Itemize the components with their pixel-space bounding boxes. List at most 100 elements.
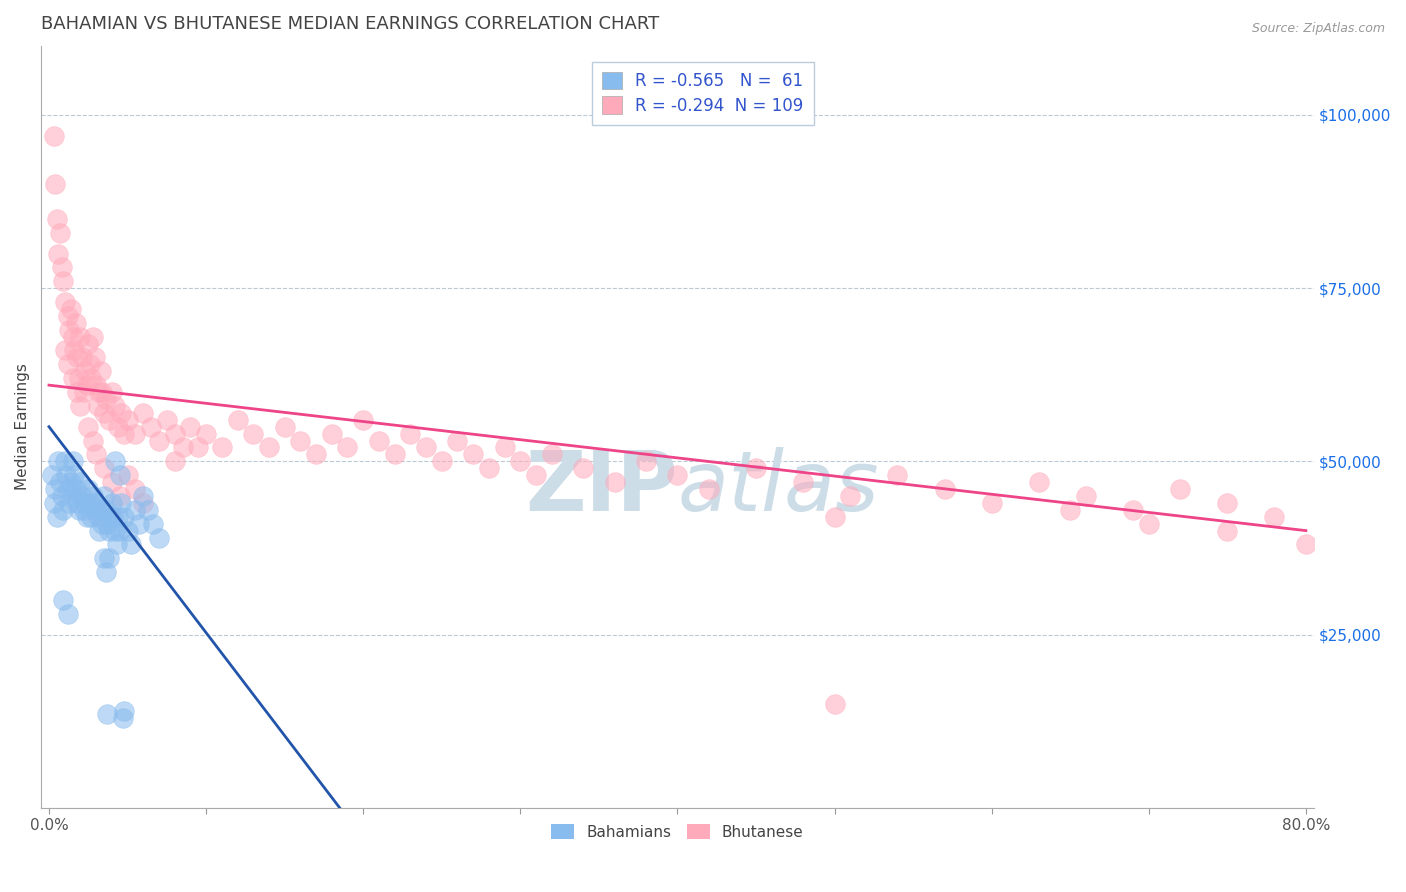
Point (70, 351, 93, 365)
Point (67, 371, 90, 385)
Point (51, 260, 73, 275)
Point (163, 454, 186, 468)
Point (79, 496, 101, 510)
Point (110, 496, 132, 510)
Point (524, 468, 547, 483)
Point (51, 489, 73, 503)
Point (45, 509, 67, 524)
Point (53, 343, 76, 358)
Point (108, 489, 131, 503)
Point (101, 385, 124, 400)
Point (226, 413, 249, 427)
Point (103, 509, 125, 524)
Point (89, 385, 111, 400)
Point (107, 419, 129, 434)
Point (257, 441, 280, 455)
Point (120, 537, 142, 551)
Point (104, 399, 127, 413)
Point (211, 441, 233, 455)
Point (273, 419, 295, 434)
Point (77, 419, 100, 434)
Point (117, 413, 139, 427)
Point (45, 211, 67, 226)
Point (89, 524, 111, 538)
Point (446, 434, 468, 448)
Point (980, 496, 1002, 510)
Point (90, 364, 112, 378)
Point (142, 516, 165, 531)
Point (62, 329, 84, 343)
Point (79, 357, 101, 371)
Point (1137, 516, 1160, 531)
Point (124, 426, 146, 441)
Text: ZIP: ZIP (524, 447, 678, 528)
Point (305, 447, 328, 461)
Text: BAHAMIAN VS BHUTANESE MEDIAN EARNINGS CORRELATION CHART: BAHAMIAN VS BHUTANESE MEDIAN EARNINGS CO… (41, 15, 659, 33)
Point (94, 565, 117, 579)
Point (179, 419, 201, 434)
Point (49, 226, 72, 240)
Point (415, 441, 437, 455)
Point (163, 426, 186, 441)
Point (65, 482, 87, 496)
Point (132, 489, 155, 503)
Point (107, 509, 129, 524)
Point (105, 537, 128, 551)
Point (136, 503, 159, 517)
Point (509, 454, 531, 468)
Point (63, 468, 86, 483)
Point (82, 329, 104, 343)
Point (603, 475, 626, 490)
Point (53, 454, 76, 468)
Point (124, 482, 146, 496)
Point (101, 496, 124, 510)
Point (91, 516, 114, 531)
Point (66, 351, 89, 365)
Point (65, 316, 87, 330)
Point (86, 399, 108, 413)
Point (80, 371, 103, 385)
Point (97, 524, 120, 538)
Point (634, 454, 657, 468)
Point (352, 413, 374, 427)
Point (128, 516, 150, 531)
Point (104, 524, 127, 538)
Point (148, 434, 170, 448)
Point (195, 426, 218, 441)
Point (58, 496, 80, 510)
Point (72, 385, 94, 400)
Point (1028, 475, 1050, 490)
Point (792, 475, 814, 490)
Point (1295, 537, 1317, 551)
Point (84, 378, 107, 392)
Point (93, 406, 115, 420)
Point (52, 503, 75, 517)
Point (112, 426, 135, 441)
Point (384, 447, 406, 461)
Point (77, 336, 100, 351)
Text: Source: ZipAtlas.com: Source: ZipAtlas.com (1251, 22, 1385, 36)
Text: atlas: atlas (678, 447, 879, 528)
Point (62, 371, 84, 385)
Point (934, 482, 956, 496)
Point (430, 454, 453, 468)
Point (321, 426, 343, 441)
Point (572, 461, 595, 475)
Point (67, 503, 90, 517)
Point (108, 468, 131, 483)
Point (63, 343, 86, 358)
Point (58, 323, 80, 337)
Point (49, 475, 72, 490)
Point (82, 489, 104, 503)
Point (56, 309, 79, 323)
Point (494, 441, 516, 455)
Point (110, 406, 132, 420)
Point (367, 434, 389, 448)
Point (72, 503, 94, 517)
Point (56, 607, 79, 621)
Point (69, 329, 91, 343)
Point (1122, 503, 1144, 517)
Point (463, 447, 485, 461)
Point (83, 503, 105, 517)
Point (111, 711, 134, 725)
